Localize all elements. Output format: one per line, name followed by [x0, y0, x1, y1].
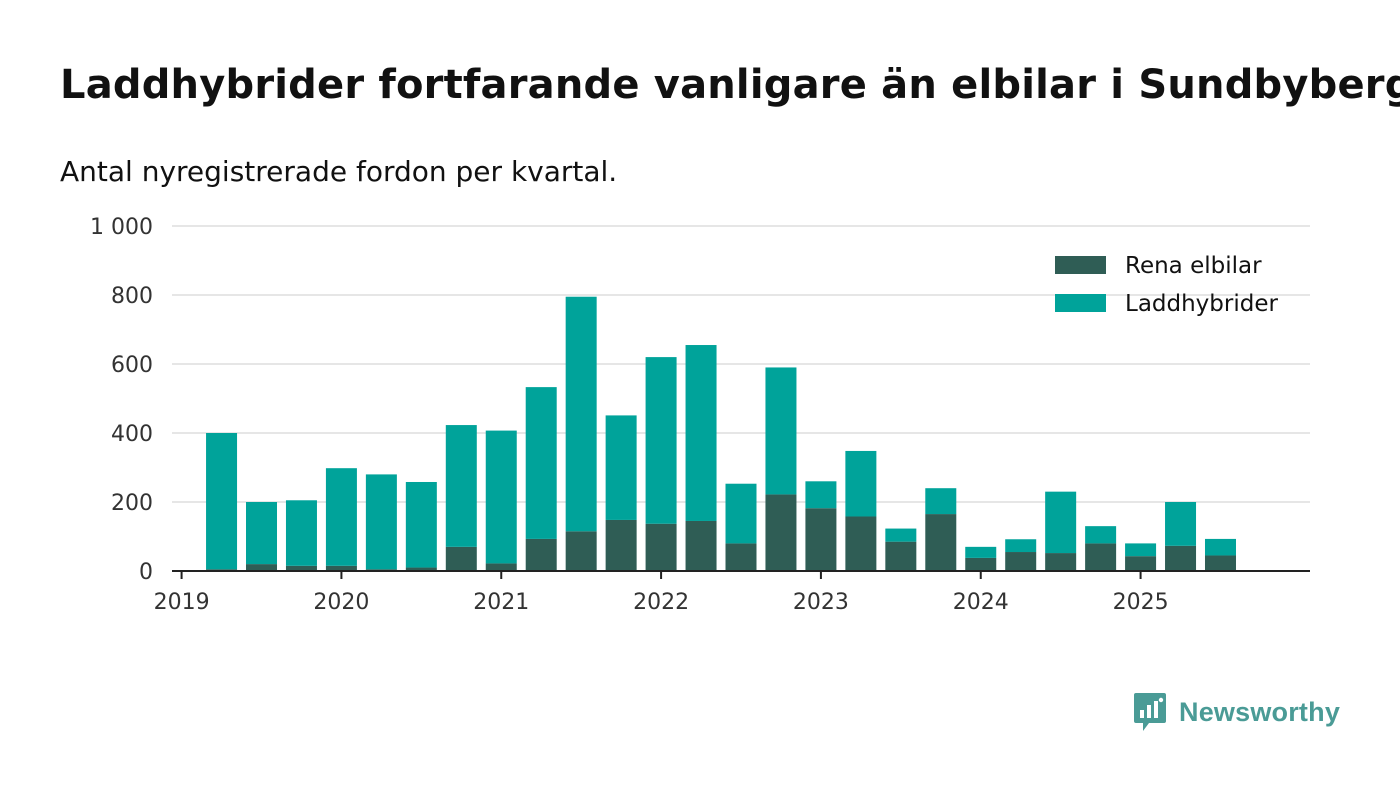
bar-laddhybrider	[805, 481, 837, 509]
bar-rena-elbilar	[645, 523, 677, 571]
bar-rena-elbilar	[246, 564, 278, 571]
bar-laddhybrider	[565, 296, 597, 532]
y-tick-label: 800	[111, 284, 153, 309]
chart-subtitle: Antal nyregistrerade fordon per kvartal.	[60, 155, 618, 188]
bar-laddhybrider	[445, 425, 477, 547]
bar-laddhybrider	[885, 528, 917, 542]
y-tick-label: 0	[139, 560, 153, 585]
bar-laddhybrider	[645, 357, 677, 524]
x-tick-label: 2024	[953, 590, 1009, 615]
bar-laddhybrider	[725, 483, 757, 544]
x-tick-label: 2022	[633, 590, 689, 615]
bar-laddhybrider	[405, 481, 437, 568]
bar-laddhybrider	[365, 474, 397, 570]
bar-laddhybrider	[525, 387, 557, 539]
bar-rena-elbilar	[965, 557, 997, 571]
bar-rena-elbilar	[1005, 552, 1037, 571]
bar-laddhybrider	[685, 345, 717, 521]
bar-laddhybrider	[285, 500, 317, 566]
y-tick-label: 600	[111, 353, 153, 378]
x-tick-label: 2019	[154, 590, 210, 615]
bar-laddhybrider	[1204, 538, 1236, 556]
legend: Rena elbilar Laddhybrider	[1055, 253, 1278, 317]
bar-laddhybrider	[605, 415, 637, 520]
x-tick-label: 2023	[793, 590, 849, 615]
logo-text: Newsworthy	[1179, 696, 1341, 727]
bar-rena-elbilar	[805, 508, 837, 571]
bar-laddhybrider	[1125, 543, 1157, 557]
bar-laddhybrider	[1085, 526, 1117, 544]
bar-rena-elbilar	[485, 563, 517, 571]
x-tick-label: 2021	[473, 590, 529, 615]
bar-rena-elbilar	[1125, 556, 1157, 571]
bar-laddhybrider	[925, 488, 957, 515]
bar-chart-bubble-icon	[1134, 693, 1166, 731]
bar-laddhybrider	[485, 430, 517, 564]
bar-rena-elbilar	[565, 531, 597, 571]
bars	[206, 296, 1236, 571]
bar-laddhybrider	[1045, 491, 1077, 554]
legend-swatch-laddhybrider	[1055, 294, 1106, 312]
y-tick-label: 1 000	[90, 215, 153, 240]
bar-rena-elbilar	[1045, 553, 1077, 571]
bar-rena-elbilar	[885, 541, 917, 571]
y-axis-ticks: 0 200 400 600 800 1 000	[90, 215, 153, 585]
bar-rena-elbilar	[845, 516, 877, 571]
bar-rena-elbilar	[1085, 543, 1117, 571]
legend-swatch-rena-elbilar	[1055, 256, 1106, 274]
bar-rena-elbilar	[685, 520, 717, 571]
bar-rena-elbilar	[765, 494, 797, 571]
y-tick-label: 200	[111, 491, 153, 516]
bar-laddhybrider	[206, 433, 238, 570]
newsworthy-logo: Newsworthy	[1133, 691, 1340, 733]
legend-label-rena-elbilar: Rena elbilar	[1125, 253, 1262, 279]
bar-laddhybrider	[1005, 539, 1037, 553]
bar-laddhybrider	[965, 546, 997, 558]
bar-rena-elbilar	[605, 519, 637, 571]
legend-label-laddhybrider: Laddhybrider	[1125, 291, 1278, 317]
bar-laddhybrider	[765, 367, 797, 495]
bar-laddhybrider	[845, 450, 877, 517]
bar-rena-elbilar	[405, 567, 437, 571]
x-tick-label: 2020	[313, 590, 369, 615]
bar-rena-elbilar	[445, 546, 477, 571]
bar-laddhybrider	[246, 502, 278, 565]
bar-laddhybrider	[1165, 502, 1197, 546]
bar-rena-elbilar	[325, 565, 357, 571]
y-tick-label: 400	[111, 422, 153, 447]
bar-rena-elbilar	[285, 565, 317, 571]
bar-rena-elbilar	[1204, 555, 1236, 571]
bar-rena-elbilar	[725, 543, 757, 571]
bar-laddhybrider	[325, 468, 357, 566]
bar-rena-elbilar	[525, 538, 557, 571]
x-axis-ticks: 2019 2020 2021 2022 2023 2024 2025	[154, 571, 1169, 615]
chart-title: Laddhybrider fortfarande vanligare än el…	[60, 62, 1400, 108]
bar-rena-elbilar	[1165, 545, 1197, 571]
x-tick-label: 2025	[1113, 590, 1169, 615]
bar-rena-elbilar	[925, 514, 957, 571]
